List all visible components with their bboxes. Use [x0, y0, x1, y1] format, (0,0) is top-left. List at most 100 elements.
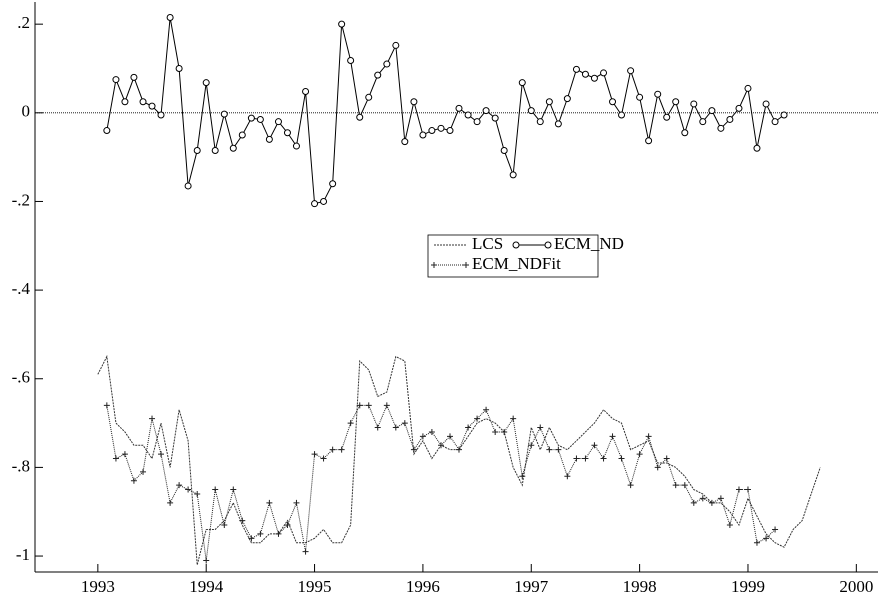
marker — [166, 14, 174, 22]
y-tick-label: -.6 — [12, 368, 30, 387]
marker — [283, 129, 291, 137]
marker — [410, 98, 418, 106]
marker — [636, 451, 643, 458]
marker — [590, 74, 598, 82]
marker — [229, 144, 237, 152]
marker — [512, 241, 520, 249]
marker — [618, 455, 625, 462]
marker — [356, 402, 363, 409]
marker — [428, 127, 436, 135]
marker — [600, 69, 608, 77]
marker — [347, 57, 355, 65]
legend-label: LCS — [472, 234, 503, 253]
legend-box — [427, 234, 599, 278]
marker — [401, 138, 409, 146]
marker — [690, 499, 697, 506]
marker — [582, 455, 589, 462]
marker — [392, 424, 399, 431]
x-tick-label: 1995 — [298, 577, 332, 596]
marker — [681, 129, 689, 137]
marker — [717, 124, 725, 132]
marker — [518, 79, 526, 87]
marker — [428, 428, 435, 435]
marker — [112, 76, 120, 84]
marker — [347, 420, 354, 427]
series-line — [106, 404, 776, 561]
marker — [356, 113, 364, 121]
y-tick-label: .2 — [17, 13, 30, 32]
marker — [627, 67, 635, 75]
x-tick-label: 1999 — [731, 577, 765, 596]
marker — [112, 455, 119, 462]
marker — [265, 135, 273, 143]
marker — [202, 79, 210, 87]
marker — [744, 84, 752, 92]
marker — [256, 115, 264, 123]
marker — [220, 110, 228, 118]
marker — [401, 420, 408, 427]
marker — [573, 455, 580, 462]
marker — [257, 530, 264, 537]
marker — [203, 557, 210, 564]
marker — [473, 118, 481, 126]
marker — [510, 415, 517, 422]
marker — [491, 114, 499, 122]
marker — [329, 180, 337, 188]
marker — [437, 124, 445, 132]
marker — [663, 113, 671, 121]
marker — [699, 118, 707, 126]
series-line — [106, 17, 785, 205]
marker — [158, 451, 165, 458]
y-tick-label: -.8 — [12, 456, 30, 475]
marker — [266, 499, 273, 506]
marker — [627, 482, 634, 489]
marker — [654, 464, 661, 471]
marker — [419, 433, 426, 440]
marker — [528, 442, 535, 449]
marker — [609, 433, 616, 440]
x-tick-label: 1998 — [623, 577, 657, 596]
marker — [140, 468, 147, 475]
marker — [474, 415, 481, 422]
marker — [149, 415, 156, 422]
marker — [419, 131, 427, 139]
marker — [148, 102, 156, 110]
marker — [103, 402, 110, 409]
marker — [157, 111, 165, 119]
marker — [121, 451, 128, 458]
marker — [446, 433, 453, 440]
marker — [645, 433, 652, 440]
x-tick-label: 2000 — [839, 577, 873, 596]
marker — [455, 104, 463, 112]
marker — [121, 98, 129, 106]
marker — [329, 446, 336, 453]
marker — [431, 262, 437, 268]
marker — [185, 486, 192, 493]
marker — [663, 455, 670, 462]
marker — [230, 486, 237, 493]
marker — [320, 197, 328, 205]
marker — [130, 73, 138, 81]
marker — [438, 442, 445, 449]
marker — [239, 517, 246, 524]
marker — [708, 499, 715, 506]
marker — [365, 402, 372, 409]
marker — [374, 71, 382, 79]
marker — [763, 535, 770, 542]
marker — [302, 88, 310, 96]
marker — [275, 530, 282, 537]
marker — [130, 477, 137, 484]
marker — [338, 446, 345, 453]
marker — [564, 473, 571, 480]
marker — [482, 107, 490, 115]
x-tick-label: 1994 — [189, 577, 224, 596]
marker — [519, 473, 526, 480]
marker — [753, 539, 760, 546]
y-tick-label: -.2 — [12, 190, 30, 209]
marker — [274, 118, 282, 126]
marker — [374, 424, 381, 431]
marker — [167, 499, 174, 506]
marker — [139, 98, 147, 106]
marker — [293, 499, 300, 506]
